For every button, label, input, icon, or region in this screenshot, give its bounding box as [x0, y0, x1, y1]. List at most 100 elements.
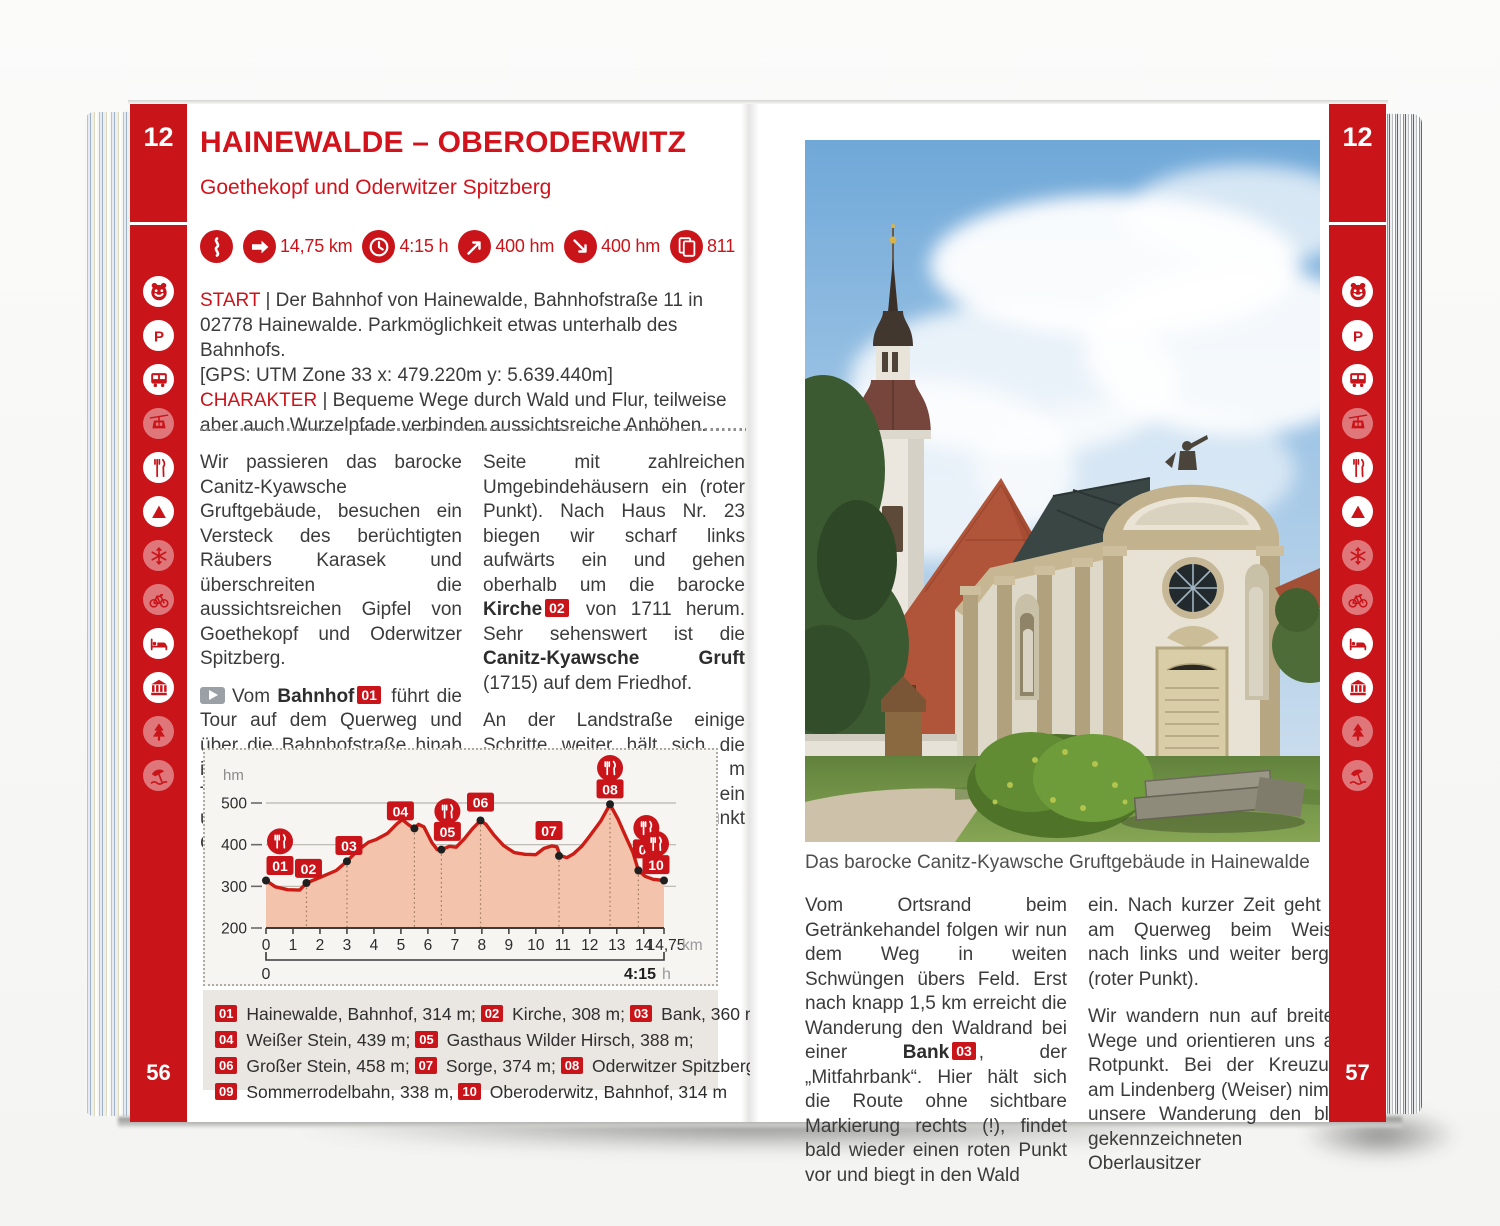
tour-stat [200, 230, 233, 263]
waypoint-chart-badge-label: 06 [473, 795, 489, 811]
x-tick-label: 0 [262, 937, 271, 954]
left-page-stack-edge [85, 111, 131, 1117]
tour-stat: 14,75 km [243, 230, 353, 263]
restaurant-marker-icon [597, 755, 624, 781]
map-sheet-icon [670, 230, 703, 263]
waypoint-badge-05: 05 [415, 1031, 438, 1048]
left-red-sidebar: 12 P 56 [130, 104, 187, 1122]
mascot-icon [143, 276, 174, 307]
elevation-profile-chart: hm 200 300 400 500 0 1 2 3 4 5 6 7 8 9 10 11 12 13 14 14,75 k… [203, 748, 718, 986]
waypoint-chart-badge-label: 04 [393, 803, 409, 819]
svg-text:P: P [1352, 328, 1362, 345]
x-tick-label: 3 [343, 937, 352, 954]
tour-stat-value: 14,75 km [280, 236, 353, 256]
duration-icon [362, 230, 396, 263]
time-end-label: 4:15 [624, 966, 656, 983]
waypoint-chart-badge-06 [467, 792, 495, 812]
waypoint-chart-badge-04 [386, 801, 414, 821]
restaurant-icon [143, 452, 174, 483]
text-column-4: ein. Nach kurzer Zeit geht es am Querweg… [1088, 894, 1350, 1188]
waypoint-dot-08 [606, 800, 615, 809]
x-tick-label: 2 [316, 937, 325, 954]
body-paragraph: Wir wandern nun auf breitem Wege und ori… [1088, 1006, 1350, 1174]
museum-icon [143, 672, 174, 703]
legend-line: 04 Weißer Stein, 439 m; 05 Gasthaus Wild… [215, 1027, 706, 1053]
restaurant-marker-icon [267, 828, 293, 855]
play-direction-icon [200, 686, 225, 704]
page-number: 57 [1345, 1060, 1370, 1085]
body-paragraph: ein. Nach kurzer Zeit geht es am Querweg… [1088, 895, 1350, 990]
waypoint-dot-01 [262, 876, 270, 885]
x-tick-label: 9 [505, 937, 514, 954]
book-gutter [741, 104, 759, 1122]
waypoint-badge-10: 10 [458, 1083, 481, 1100]
x-end-label: 14,75 [647, 937, 686, 954]
x-tick-label: 14 [635, 937, 653, 954]
x-tick-label: 1 [289, 937, 298, 954]
x-axis-unit: km [682, 937, 703, 954]
x-tick-label: 7 [451, 937, 460, 954]
x-tick-label: 13 [608, 937, 625, 954]
waypoint-dot-03 [342, 857, 351, 866]
cablecar-icon [143, 408, 174, 439]
summit-icon [143, 496, 174, 527]
body-paragraph: Wir passieren das barocke Canitz-Kyawsch… [200, 452, 462, 669]
bed-icon [143, 628, 174, 659]
waypoint-badge-04: 04 [215, 1031, 238, 1048]
waypoint-badge-09: 09 [215, 1083, 238, 1100]
waypoint-chart-badge-label: 05 [440, 824, 456, 840]
waypoint-chart-badge-07 [535, 821, 563, 840]
tour-stat: 400 hm [564, 230, 660, 263]
text-column-3: Vom Ortsrand beim Getränkehandel folgen … [805, 894, 1067, 1188]
elevation-area [266, 804, 664, 928]
x-tick-label: 4 [370, 937, 379, 954]
waypoint-dot-02 [302, 879, 311, 887]
y-axis-unit: hm [223, 767, 244, 784]
museum-icon [1342, 672, 1373, 703]
x-tick-label: 10 [527, 937, 545, 954]
bush [967, 732, 1153, 838]
waypoint-chart-badge-label: 08 [602, 781, 618, 797]
gravel-path [805, 788, 990, 842]
tour-stat-value: 4:15 h [399, 236, 449, 256]
restaurant-icon [1342, 452, 1373, 483]
waypoint-badge-08: 08 [560, 1057, 584, 1074]
legend-line: 09 Sommerrodelbahn, 338 m, 10 Oberoderwi… [215, 1079, 727, 1105]
y-tick-label: 500 [221, 796, 247, 813]
beach-icon [143, 760, 174, 791]
waypoint-chart-badge-label: 10 [648, 857, 664, 873]
bicycle-icon [143, 584, 174, 615]
restaurant-marker-icon [643, 830, 669, 857]
waypoint-dot-10 [660, 876, 668, 885]
tree-icon [143, 716, 174, 747]
tour-photo [805, 140, 1320, 842]
page-top-edge [128, 100, 1388, 105]
body-paragraph: Seite mit zahlreichen Umgebindehäusern e… [483, 452, 745, 694]
sidebar-divider [130, 222, 187, 225]
tour-stats-row: 14,75 km 4:15 h 400 hm 400 hm 811 [200, 230, 746, 263]
distance-icon [243, 230, 276, 263]
right-page: Das barocke Canitz-Kyawsche Gruftgebäude… [750, 104, 1386, 1186]
waypoint-chart-badge-label: 07 [541, 823, 557, 839]
tour-stat: 4:15 h [362, 230, 449, 263]
x-tick-label: 6 [424, 937, 433, 954]
legend-line: 01 Hainewalde, Bahnhof, 314 m; 02 Kirche… [215, 1001, 764, 1027]
svg-text:P: P [153, 328, 163, 345]
waypoint-badge-07: 07 [414, 1057, 438, 1074]
y-tick-label: 200 [221, 921, 247, 938]
tour-number-tab: 12 [143, 122, 174, 152]
time-start-label: 0 [262, 966, 271, 983]
waypoint-badge-01: 01 [215, 1005, 238, 1022]
x-tick-label: 11 [555, 937, 571, 954]
beach-icon [1342, 760, 1373, 791]
tour-title: HAINEWALDE – OBERODERWITZ [200, 126, 687, 159]
photo-caption: Das barocke Canitz-Kyawsche Gruftgebäude… [805, 852, 1310, 873]
tour-feature-icons: P [130, 276, 187, 791]
waypoint-chart-badge-label: 03 [341, 838, 357, 854]
route-icon [200, 230, 233, 263]
waypoint-chart-badge-05 [433, 821, 461, 841]
waypoint-legend: 01 Hainewalde, Bahnhof, 314 m; 02 Kirche… [203, 990, 819, 1102]
x-tick-label: 5 [397, 937, 406, 954]
bus-icon [143, 364, 174, 395]
